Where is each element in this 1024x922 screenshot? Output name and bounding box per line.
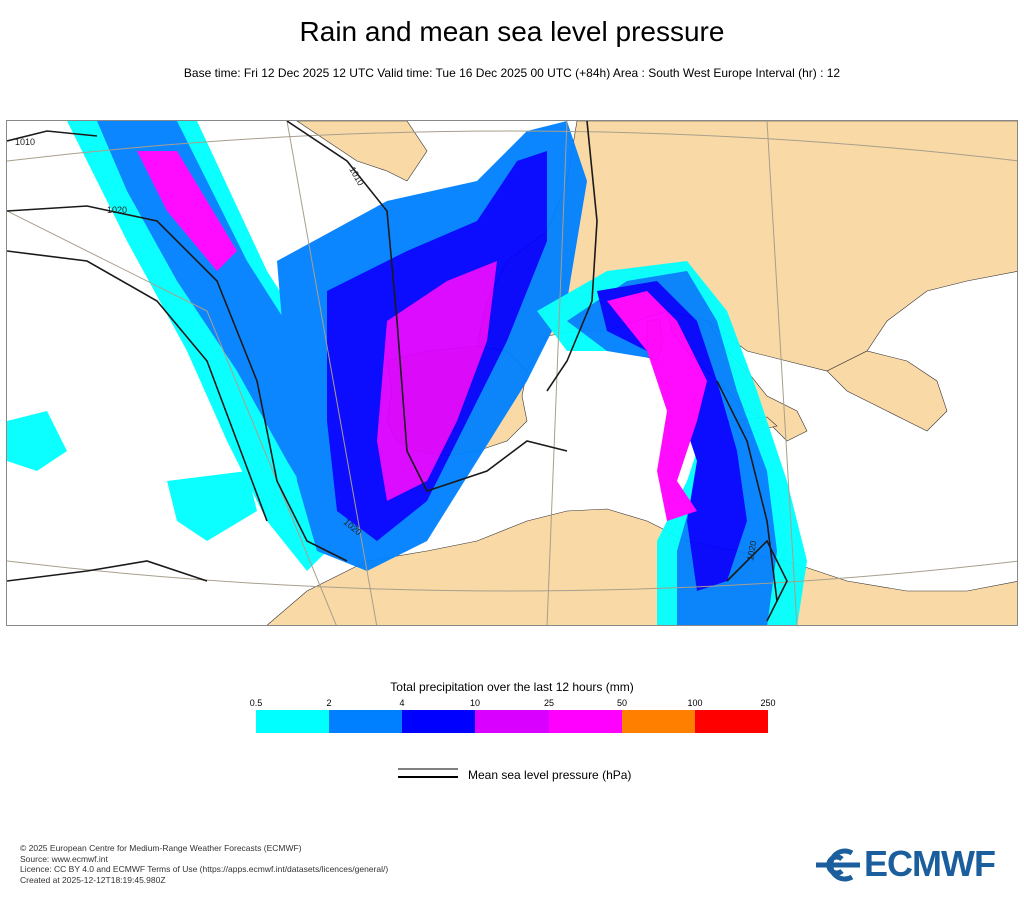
isobar-label: 1020: [745, 540, 758, 561]
footer-line: Created at 2025-12-12T18:19:45.980Z: [20, 874, 166, 885]
legend-swatch: [402, 710, 476, 733]
legend-swatch: [329, 710, 403, 733]
footer-line: © 2025 European Centre for Medium-Range …: [20, 843, 302, 853]
legend-swatch: [256, 710, 330, 733]
precipitation-field: [7, 121, 807, 625]
legend-swatch: [621, 710, 695, 733]
isobar-label: 1010: [15, 137, 35, 147]
precip-color-scale: [256, 710, 768, 733]
legend-swatch: [694, 710, 768, 733]
graticule: [7, 121, 1017, 625]
chart-subtitle: Base time: Fri 12 Dec 2025 12 UTC Valid …: [183, 66, 841, 80]
legend-tick: 10: [469, 698, 481, 708]
footer-line: Licence: CC BY 4.0 and ECMWF Terms of Us…: [20, 864, 389, 874]
pressure-legend-label: Mean sea level pressure (hPa): [468, 768, 632, 782]
isobar-label: 1020: [107, 205, 127, 215]
weather-map: 1010 1010 1020 1020 1020: [6, 120, 1018, 626]
pressure-legend-line: [398, 768, 458, 778]
precip-legend-ticks: 0.5 2 4 10 25 50 100 250: [250, 698, 776, 708]
legend-tick: 2: [326, 698, 332, 708]
legend-tick: 50: [616, 698, 628, 708]
legend-tick: 4: [399, 698, 405, 708]
legend-swatch: [475, 710, 549, 733]
legend-swatch: [548, 710, 622, 733]
isobars: [7, 121, 788, 622]
chart-title: Rain and mean sea level pressure: [299, 16, 725, 47]
ecmwf-logo-icon: [816, 848, 860, 882]
legend-tick: 100: [687, 698, 703, 708]
footer-credits: © 2025 European Centre for Medium-Range …: [20, 843, 388, 885]
legend-tick: 0.5: [249, 698, 263, 708]
map-canvas: 1010 1010 1020 1020 1020: [7, 121, 1017, 625]
ecmwf-logo-text: ECMWF: [864, 843, 996, 884]
precip-legend-title: Total precipitation over the last 12 hou…: [390, 680, 634, 694]
legend-tick: 250: [760, 698, 776, 708]
footer-line: Source: www.ecmwf.int: [20, 853, 108, 864]
legend-tick: 25: [543, 698, 555, 708]
